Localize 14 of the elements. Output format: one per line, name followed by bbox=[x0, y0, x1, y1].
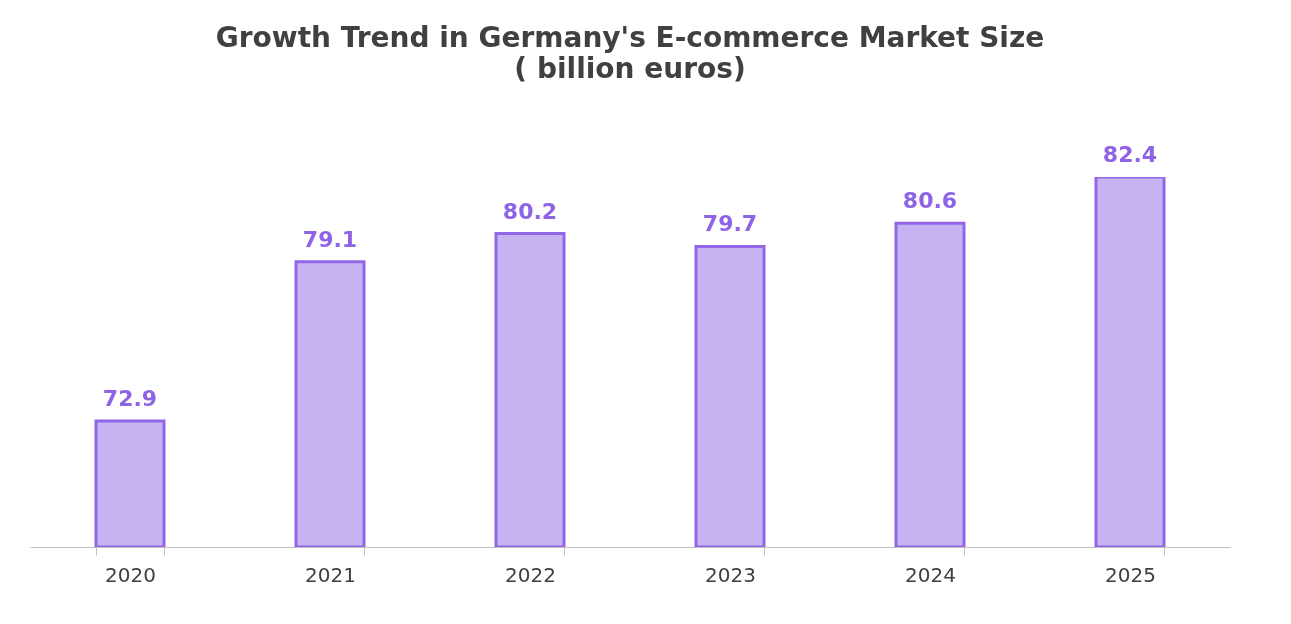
data-label: 80.6 bbox=[902, 188, 958, 214]
x-tick-label: 2022 bbox=[505, 562, 556, 587]
x-tick-label: 2023 bbox=[705, 562, 756, 587]
data-label: 82.4 bbox=[1102, 142, 1158, 167]
x-tick-label: 2024 bbox=[905, 562, 956, 587]
data-label: 72.9 bbox=[102, 386, 158, 412]
chart-subtitle: ( billion euros) bbox=[514, 52, 746, 85]
x-tick-label: 2021 bbox=[305, 562, 356, 587]
data-label: 79.7 bbox=[702, 211, 758, 237]
data-label: 79.1 bbox=[302, 226, 358, 252]
data-label: 80.2 bbox=[502, 198, 558, 224]
x-tick-label: 2025 bbox=[1105, 562, 1156, 587]
chart-title: Growth Trend in Germany's E-commerce Market Size bbox=[215, 21, 1045, 54]
x-tick-label: 2020 bbox=[105, 562, 156, 587]
